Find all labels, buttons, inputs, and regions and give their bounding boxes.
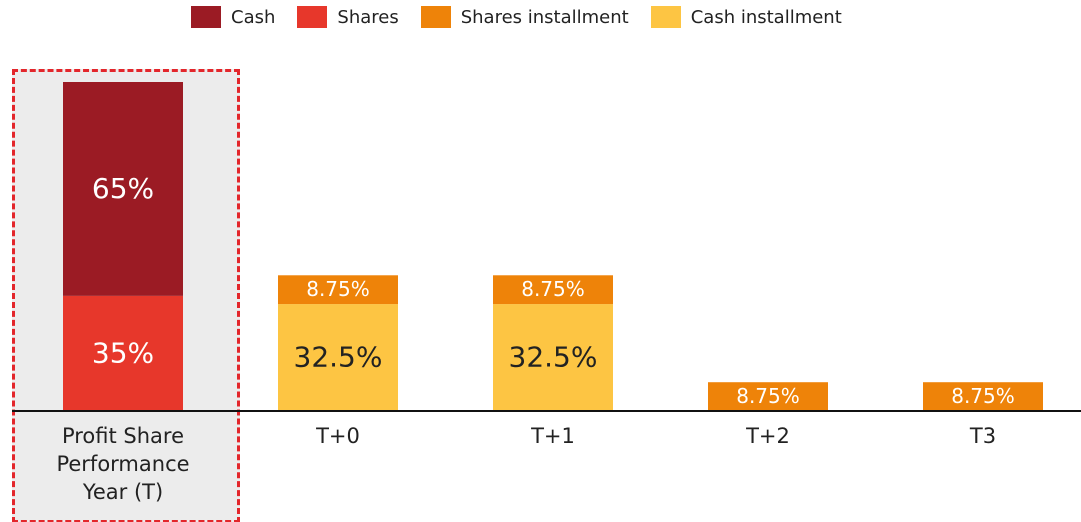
- bar-segment: [493, 275, 613, 305]
- value-label: 8.75%: [521, 277, 585, 301]
- legend-label: Cash installment: [690, 6, 842, 28]
- legend-item: Cash installment: [650, 6, 842, 28]
- value-label: 8.75%: [306, 277, 370, 301]
- x-tick-label: T3: [969, 424, 997, 448]
- bar-segment: [708, 382, 828, 411]
- legend: Cash Shares Shares installment Cash install…: [191, 6, 864, 28]
- value-label: 32.5%: [294, 341, 383, 374]
- x-tick-label: T+0: [316, 424, 360, 448]
- value-label: 32.5%: [509, 341, 598, 374]
- legend-label: Shares: [337, 6, 399, 28]
- bar-segment: [923, 382, 1043, 411]
- legend-label: Shares installment: [460, 6, 629, 28]
- legend-swatch: [297, 6, 328, 28]
- value-label: 35%: [92, 336, 154, 369]
- bar-segment: [493, 304, 613, 411]
- bar-segment: [278, 275, 398, 305]
- bar-segment: [63, 295, 183, 411]
- bar-segment: [63, 82, 183, 296]
- value-label: 65%: [92, 172, 154, 205]
- value-label: 8.75%: [951, 384, 1015, 408]
- legend-swatch: [650, 6, 681, 28]
- value-label: 8.75%: [736, 384, 800, 408]
- x-tick-label: T+1: [531, 424, 575, 448]
- x-tick-label: Profit Share Performance Year (T): [56, 424, 190, 504]
- legend-swatch: [191, 6, 221, 28]
- legend-item: Shares installment: [420, 6, 629, 28]
- legend-item: Cash: [191, 6, 275, 28]
- legend-item: Shares: [297, 6, 399, 28]
- bar-segment: [278, 304, 398, 411]
- legend-swatch: [420, 6, 451, 28]
- x-tick-label: T+2: [746, 424, 790, 448]
- legend-label: Cash: [231, 6, 276, 28]
